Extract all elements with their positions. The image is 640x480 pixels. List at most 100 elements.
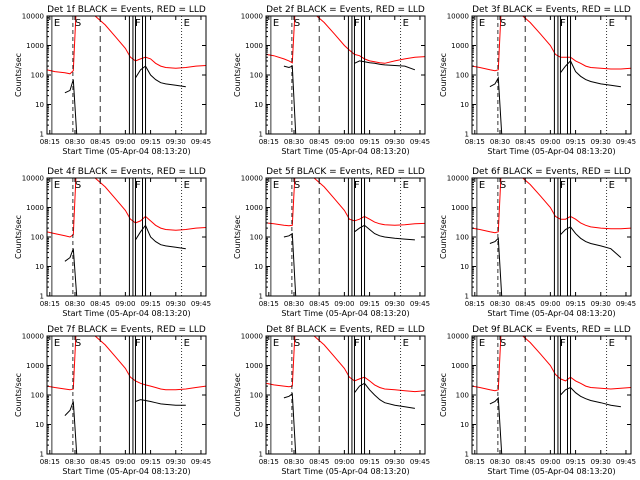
- panel-data: [472, 16, 631, 134]
- event-marker-label: E: [184, 338, 190, 349]
- event-marker-label: F: [354, 338, 360, 349]
- y-tick-label: 10000: [447, 13, 469, 21]
- x-tick-label: 08:45: [90, 138, 110, 146]
- x-tick-label: 09:30: [385, 300, 405, 308]
- x-tick-label: 09:00: [334, 300, 354, 308]
- x-tick-label: 09:30: [591, 138, 611, 146]
- y-tick-label: 1000: [26, 362, 44, 370]
- event-marker-label: E: [54, 18, 60, 29]
- y-tick-label: 10000: [22, 175, 44, 183]
- y-axis-label: Counts/sec: [439, 215, 448, 259]
- y-tick-label: 100: [456, 72, 469, 80]
- x-axis-label: Start Time (05-Apr-04 08:13:20): [281, 309, 409, 318]
- event-marker-label: E: [273, 338, 279, 349]
- lld-series-line: [266, 178, 425, 227]
- x-axis-label: Start Time (05-Apr-04 08:13:20): [487, 467, 615, 476]
- x-tick-label: 08:45: [309, 458, 329, 466]
- y-tick-label: 1000: [245, 204, 263, 212]
- y-axis-label: Counts/sec: [14, 215, 23, 259]
- lld-series-line: [266, 16, 425, 64]
- lld-series-line: [472, 16, 631, 72]
- y-tick-label: 10000: [241, 333, 263, 341]
- panel-data: [266, 16, 425, 134]
- y-tick-label: 1000: [245, 42, 263, 50]
- panel-data: [47, 336, 206, 454]
- y-tick-label: 10000: [22, 13, 44, 21]
- x-tick-label: 08:15: [465, 300, 485, 308]
- y-tick-label: 10: [460, 421, 469, 429]
- x-tick-label: 09:45: [410, 300, 430, 308]
- event-marker-label: F: [560, 18, 566, 29]
- event-marker-label: E: [273, 180, 279, 191]
- event-marker-label: F: [560, 338, 566, 349]
- x-tick-label: 08:30: [65, 300, 85, 308]
- x-tick-label: 08:30: [490, 138, 510, 146]
- x-tick-label: 09:00: [334, 458, 354, 466]
- y-tick-label: 1000: [26, 204, 44, 212]
- y-tick-label: 10: [254, 101, 263, 109]
- x-axis-label: Start Time (05-Apr-04 08:13:20): [487, 147, 615, 156]
- events-series-line: [283, 224, 415, 296]
- y-tick-label: 1: [465, 131, 469, 139]
- x-tick-label: 08:30: [284, 138, 304, 146]
- x-tick-label: 09:30: [591, 300, 611, 308]
- event-marker-label: S: [294, 338, 300, 349]
- y-tick-label: 100: [456, 392, 469, 400]
- x-tick-label: 09:00: [540, 300, 560, 308]
- chart-title: Det 4f BLACK = Events, RED = LLD: [47, 167, 206, 177]
- chart-title: Det 1f BLACK = Events, RED = LLD: [47, 5, 206, 15]
- x-tick-label: 09:15: [140, 138, 160, 146]
- y-tick-label: 10000: [447, 175, 469, 183]
- chart-title: Det 3f BLACK = Events, RED = LLD: [472, 5, 631, 15]
- y-tick-label: 100: [250, 392, 263, 400]
- y-tick-label: 1: [259, 451, 263, 459]
- x-tick-label: 08:45: [515, 138, 535, 146]
- chart-panel-5: Det 5f BLACK = Events, RED = LLD E S F E 1 10 1…: [233, 167, 430, 318]
- x-axis-label: Start Time (05-Apr-04 08:13:20): [281, 467, 409, 476]
- x-tick-label: 08:15: [465, 138, 485, 146]
- plot-frame: [471, 15, 632, 135]
- y-tick-label: 1: [40, 131, 44, 139]
- y-tick-label: 1000: [451, 362, 469, 370]
- x-tick-label: 08:45: [515, 300, 535, 308]
- x-tick-label: 08:15: [465, 458, 485, 466]
- x-tick-label: 09:00: [334, 138, 354, 146]
- x-tick-label: 09:00: [115, 300, 135, 308]
- y-tick-label: 10000: [447, 333, 469, 341]
- x-tick-label: 09:30: [385, 138, 405, 146]
- x-tick-label: 08:30: [65, 458, 85, 466]
- plot-frame: [265, 15, 426, 135]
- x-tick-label: 09:45: [191, 138, 211, 146]
- y-axis-label: Counts/sec: [439, 373, 448, 417]
- y-tick-label: 10000: [241, 175, 263, 183]
- y-tick-label: 1000: [451, 204, 469, 212]
- lld-series-line: [47, 16, 206, 75]
- x-tick-label: 08:45: [309, 138, 329, 146]
- x-tick-label: 09:30: [166, 458, 186, 466]
- events-series-line: [64, 399, 186, 454]
- panel-data: [47, 178, 206, 296]
- event-marker-label: E: [609, 18, 615, 29]
- lld-series-line: [472, 178, 631, 234]
- y-tick-label: 10: [35, 263, 44, 271]
- x-tick-label: 09:00: [115, 458, 135, 466]
- events-series-line: [283, 382, 415, 454]
- event-marker-label: E: [403, 180, 409, 191]
- x-tick-label: 09:30: [385, 458, 405, 466]
- x-tick-label: 09:00: [115, 138, 135, 146]
- x-tick-label: 09:00: [540, 138, 560, 146]
- chart-title: Det 6f BLACK = Events, RED = LLD: [472, 167, 631, 177]
- lld-series-line: [472, 336, 631, 392]
- x-tick-label: 08:45: [309, 300, 329, 308]
- y-tick-label: 100: [31, 392, 44, 400]
- plot-frame: [46, 335, 207, 455]
- x-tick-label: 09:45: [616, 458, 636, 466]
- y-axis-label: Counts/sec: [14, 373, 23, 417]
- x-tick-label: 09:15: [359, 300, 379, 308]
- x-tick-label: 09:45: [616, 300, 636, 308]
- plot-frame: [471, 335, 632, 455]
- y-tick-label: 10: [35, 421, 44, 429]
- x-tick-label: 09:15: [565, 300, 585, 308]
- y-axis-label: Counts/sec: [233, 53, 242, 97]
- x-tick-label: 08:30: [284, 300, 304, 308]
